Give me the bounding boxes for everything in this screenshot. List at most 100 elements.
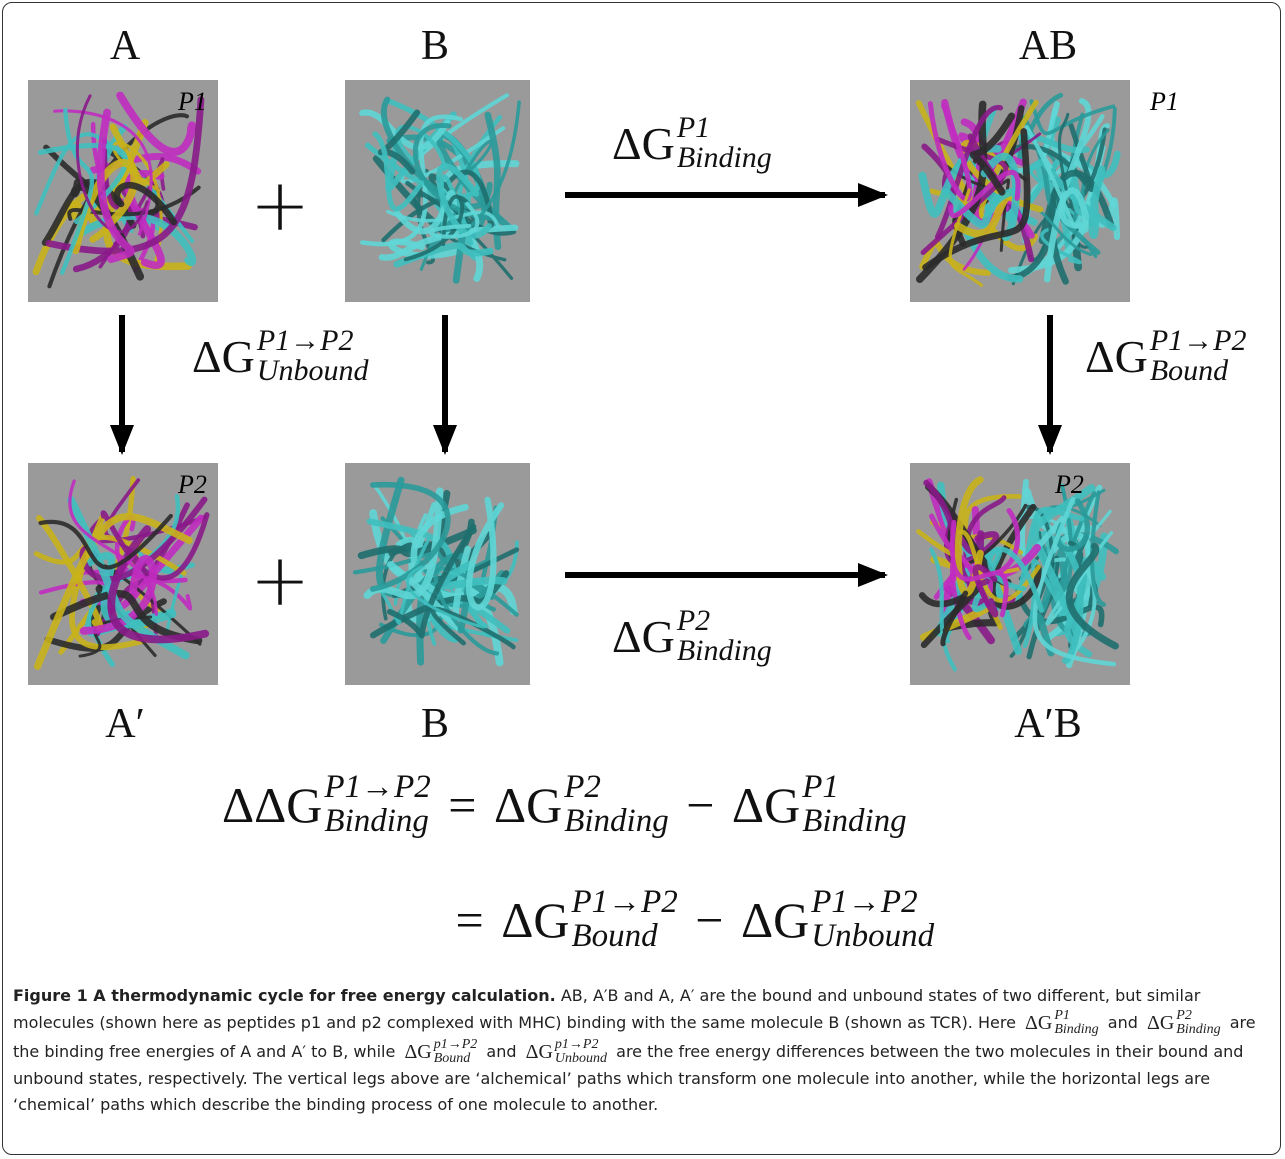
math-scripts: P1→P2Unbound [811, 886, 934, 953]
math-operator: − [695, 891, 723, 949]
math-subscript: Bound [434, 1052, 478, 1066]
free-energy-label: ΔGP1Binding [612, 112, 772, 174]
math-superscript: P1→P2 [324, 771, 430, 805]
plus-sign: + [250, 538, 310, 622]
math-scripts: P1→P2Unbound [257, 326, 369, 387]
math-expression: − [678, 885, 741, 949]
math-superscript: P2 [677, 606, 772, 637]
math-base: ΔG [494, 776, 562, 834]
math-subscript: Binding [677, 143, 772, 174]
math-base: ΔΔG [222, 776, 322, 834]
math-base: ΔG [192, 330, 255, 383]
math-subscript: Binding [564, 805, 669, 839]
state-label: A′ [105, 700, 145, 748]
state-label: B [421, 22, 449, 70]
caption-title: Figure 1 A thermodynamic cycle for free … [13, 986, 556, 1005]
math-subscript: Bound [1150, 356, 1247, 387]
protein-structure: P2 [910, 463, 1130, 685]
math-superscript: P1→P2 [1150, 326, 1247, 357]
math-superscript: P1 [802, 771, 907, 805]
math-scripts: P2Binding [1176, 1009, 1220, 1038]
math-expression: = [431, 770, 494, 834]
state-label: A′B [1014, 700, 1082, 748]
math-expression: ΔGP2Binding [612, 605, 772, 667]
math-expression: ΔGP1→P2Bound [501, 885, 678, 953]
caption-text: and [1108, 1013, 1138, 1032]
math-superscript: P1→P2 [571, 886, 677, 920]
math-superscript: P1→P2 [257, 326, 369, 357]
math-base: ΔG [1025, 1010, 1052, 1036]
peptide-tag: P2 [177, 470, 207, 499]
figure-page: P1 P1 P2 P2 Figure 1 A thermodynamic cycle … [0, 0, 1285, 1159]
math-operator: = [448, 776, 476, 834]
math-expression: − [669, 770, 732, 834]
math-superscript: p1→P2 [555, 1038, 607, 1052]
protein-structure: P1 [910, 80, 1179, 302]
math-superscript: P2 [1176, 1009, 1220, 1023]
math-expression: ΔGP1Binding [732, 770, 907, 838]
math-base: ΔG [732, 776, 800, 834]
math-base: ΔG [741, 891, 809, 949]
math-base: ΔG [612, 610, 675, 663]
math-superscript: P2 [564, 771, 669, 805]
math-operator: = [456, 891, 484, 949]
protein-structure: P2 [28, 463, 218, 685]
math-subscript: Unbound [257, 356, 369, 387]
state-label: A [110, 22, 140, 70]
math-subscript: Bound [571, 920, 677, 954]
protein-structure [345, 80, 530, 302]
math-subscript: Binding [1176, 1023, 1220, 1037]
caption-text: and [486, 1042, 516, 1061]
math-subscript: Binding [802, 805, 907, 839]
math-base: ΔG [1147, 1010, 1174, 1036]
math-base: ΔG [612, 117, 675, 170]
peptide-tag: P1 [177, 87, 207, 116]
math-scripts: P2Binding [677, 606, 772, 667]
peptide-tag: P1 [1149, 87, 1179, 116]
math-base: ΔG [404, 1039, 431, 1065]
math-superscript: p1→P2 [434, 1038, 478, 1052]
math-superscript: P1 [1054, 1009, 1098, 1023]
figure-caption: Figure 1 A thermodynamic cycle for free … [13, 983, 1277, 1118]
math-subscript: Binding [1054, 1023, 1098, 1037]
math-subscript: Binding [324, 805, 430, 839]
plus-sign: + [250, 163, 310, 247]
state-label: AB [1019, 22, 1077, 70]
math-expression: = [438, 885, 501, 949]
math-expression: ΔGP1Binding [612, 112, 772, 174]
math-superscript: P1 [677, 113, 772, 144]
math-subscript: Unbound [555, 1052, 607, 1066]
protein-structure: P1 [28, 80, 218, 302]
protein-structure [345, 463, 530, 685]
math-subscript: Unbound [811, 920, 934, 954]
math-base: ΔG [526, 1039, 553, 1065]
state-label: B [421, 700, 449, 748]
peptide-tag: P2 [1054, 470, 1084, 499]
math-base: ΔG [501, 891, 569, 949]
math-subscript: Binding [677, 636, 772, 667]
math-superscript: P1→P2 [811, 886, 934, 920]
